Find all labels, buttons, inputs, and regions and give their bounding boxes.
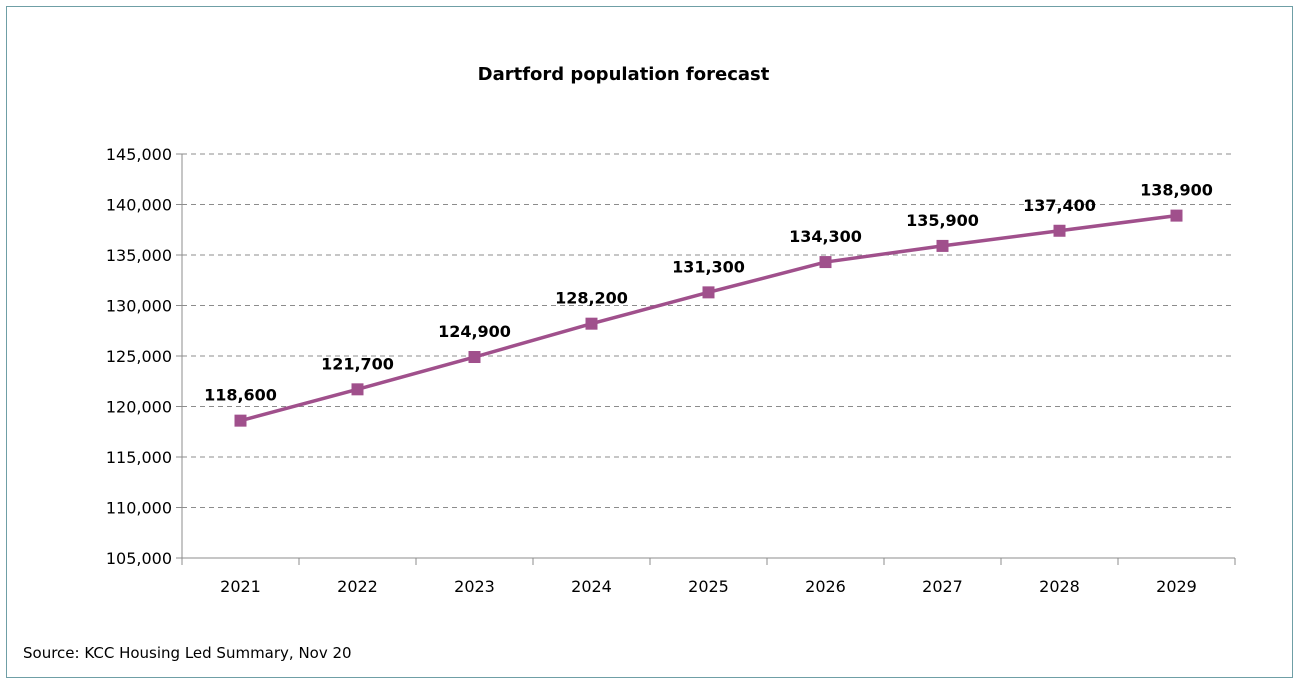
- x-tick-label: 2029: [1156, 577, 1197, 596]
- data-point-marker: [234, 414, 247, 427]
- y-tick-label: 115,000: [106, 448, 172, 467]
- data-label: 118,600: [204, 386, 277, 405]
- chart-frame: [6, 6, 1293, 678]
- data-point-marker: [468, 351, 481, 364]
- x-tick-label: 2024: [571, 577, 612, 596]
- data-label: 124,900: [438, 322, 511, 341]
- chart-title: Dartford population forecast: [477, 64, 770, 85]
- y-tick-label: 120,000: [106, 398, 172, 417]
- data-label: 135,900: [906, 211, 979, 230]
- data-label: 128,200: [555, 289, 628, 308]
- data-point-marker: [1053, 224, 1066, 237]
- data-point-marker: [819, 256, 832, 269]
- data-point-marker: [702, 286, 715, 299]
- data-point-marker: [1170, 209, 1183, 222]
- series-line: [240, 213, 1177, 423]
- x-tick-label: 2021: [220, 577, 261, 596]
- data-point-marker: [936, 239, 949, 252]
- x-tick-label: 2026: [805, 577, 846, 596]
- x-tick-label: 2025: [688, 577, 729, 596]
- x-tick-label: 2022: [337, 577, 378, 596]
- data-point-marker: [585, 317, 598, 330]
- data-label: 138,900: [1140, 181, 1213, 200]
- y-tick-label: 110,000: [106, 499, 172, 518]
- data-label: 121,700: [321, 354, 394, 373]
- y-tick-label: 135,000: [106, 246, 172, 265]
- x-tick-label: 2023: [454, 577, 495, 596]
- y-tick-label: 125,000: [106, 347, 172, 366]
- y-tick-label: 105,000: [106, 549, 172, 568]
- data-label: 134,300: [789, 227, 862, 246]
- x-tick-label: 2027: [922, 577, 963, 596]
- line-chart: 105,000 110,000 115,000 120,000 125,000 130,0…: [106, 145, 1236, 596]
- y-tick-label: 140,000: [106, 196, 172, 215]
- y-tick-label: 130,000: [106, 297, 172, 316]
- data-label: 131,300: [672, 257, 745, 276]
- source-note: Source: KCC Housing Led Summary, Nov 20: [23, 644, 352, 662]
- x-tick-label: 2028: [1039, 577, 1080, 596]
- data-point-marker: [351, 383, 364, 396]
- y-tick-label: 145,000: [106, 145, 172, 164]
- data-label: 137,400: [1023, 196, 1096, 215]
